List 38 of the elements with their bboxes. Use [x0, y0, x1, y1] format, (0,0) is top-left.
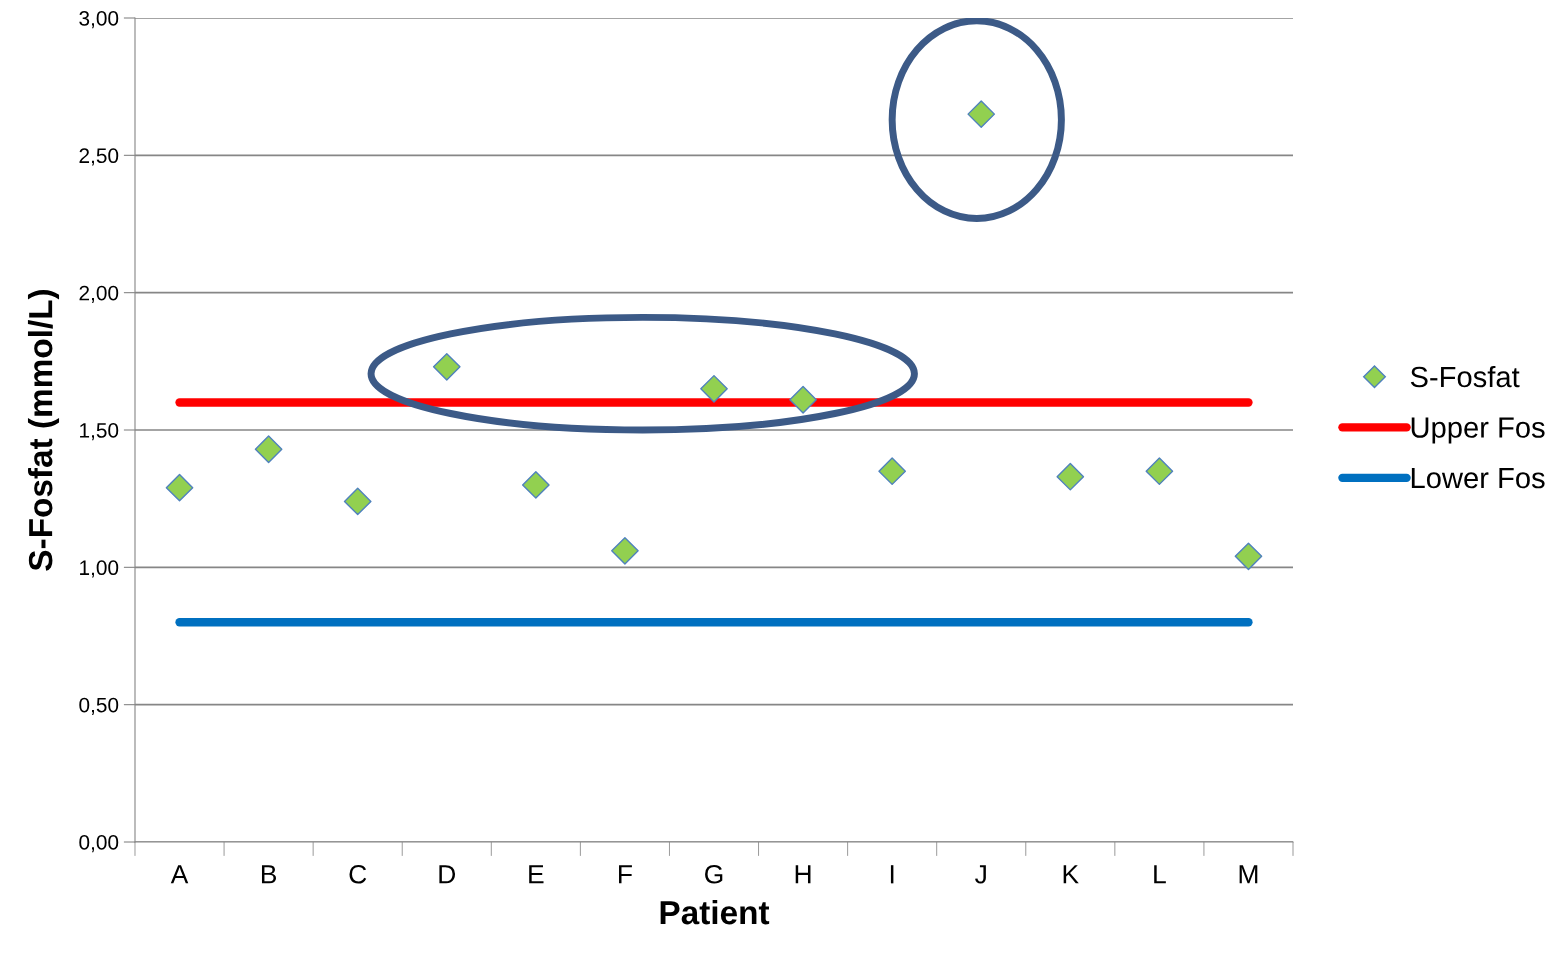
legend-label: S-Fosfat: [1410, 365, 1520, 388]
x-tick-label: J: [975, 865, 986, 884]
legend-label: Lower Fos: [1411, 468, 1545, 489]
y-tick-label: 1,50: [80, 423, 119, 441]
point: [1056, 462, 1085, 491]
y-tick-label: 2,00: [79, 285, 119, 303]
y-tick-label: 1,00: [80, 560, 119, 578]
point: [432, 352, 461, 381]
y-tick-label: 0,50: [79, 697, 119, 715]
point: [521, 471, 550, 499]
x-tick-label: G: [705, 864, 723, 884]
point: [700, 374, 728, 403]
x-tick-label: F: [619, 865, 632, 884]
y-axis-title: S-Fosfat (mmol/L): [27, 289, 60, 571]
x-tick-label: K: [1063, 865, 1079, 884]
point: [254, 435, 283, 464]
point: [1234, 542, 1263, 571]
point: [611, 536, 639, 565]
x-tick-label: B: [261, 865, 277, 884]
point: [967, 100, 996, 129]
y-tick-label: 3,00: [79, 11, 119, 29]
x-tick-label: M: [1239, 865, 1258, 884]
point: [878, 457, 907, 486]
point: [343, 487, 372, 516]
x-tick-label: C: [349, 864, 367, 884]
y-tick-label: 2,50: [79, 148, 119, 166]
x-tick-label: E: [529, 865, 544, 884]
x-tick-label: A: [170, 865, 189, 884]
x-tick-label: H: [795, 865, 811, 884]
point: [789, 385, 817, 414]
x-axis-title: Patient: [660, 899, 770, 925]
point: [1145, 457, 1174, 486]
y-tick-label: 0,00: [79, 835, 119, 853]
x-tick-label: L: [1154, 865, 1166, 884]
legend-label: Upper Fos: [1411, 417, 1545, 444]
x-tick-label: I: [890, 865, 894, 884]
x-tick-label: D: [439, 865, 456, 884]
point: [165, 473, 194, 502]
